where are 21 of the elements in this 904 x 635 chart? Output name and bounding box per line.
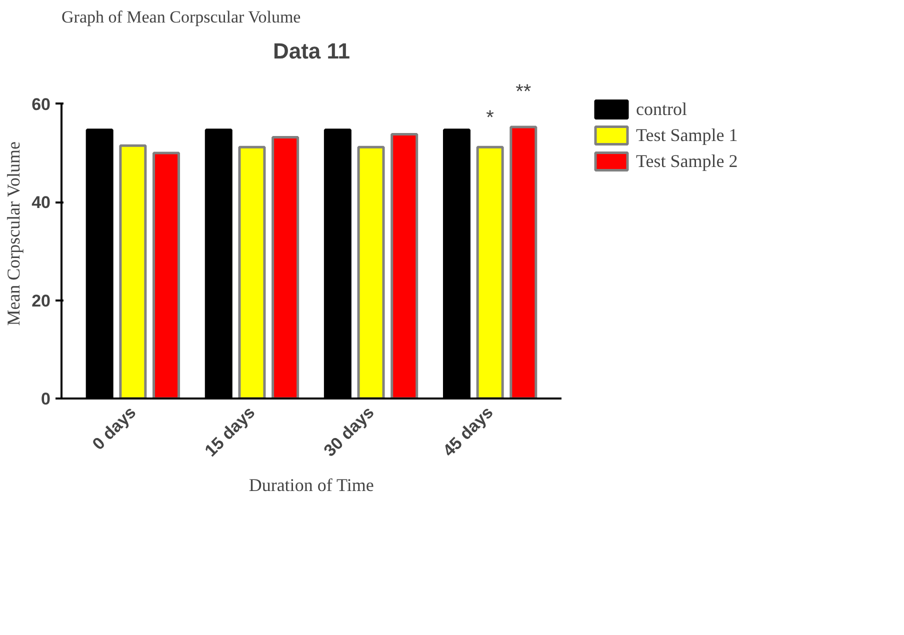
bar <box>510 126 538 398</box>
bar <box>357 146 385 398</box>
annotation: * <box>486 107 494 130</box>
bar <box>476 146 504 398</box>
chart-subtitle: Data 11 <box>272 38 350 64</box>
legend-label: Test Sample 2 <box>636 150 738 172</box>
x-axis-title: Duration of Time <box>248 475 374 496</box>
legend-label: control <box>636 98 687 120</box>
y-axis-title: Mean Corpscular Volume <box>4 142 24 326</box>
y-tick-label: 20 <box>32 291 51 310</box>
bar <box>152 152 180 398</box>
chart-title: Graph of Mean Corpscular Volume <box>62 8 301 26</box>
bar <box>272 136 300 398</box>
y-tick-label: 0 <box>41 390 51 408</box>
bar <box>119 144 147 398</box>
text: ** <box>516 80 532 103</box>
y-tick-label: 40 <box>32 193 51 212</box>
bar <box>390 133 418 398</box>
y-tick-label: 60 <box>32 94 51 114</box>
bar <box>238 146 266 398</box>
legend-label: Test Sample 1 <box>636 124 738 146</box>
